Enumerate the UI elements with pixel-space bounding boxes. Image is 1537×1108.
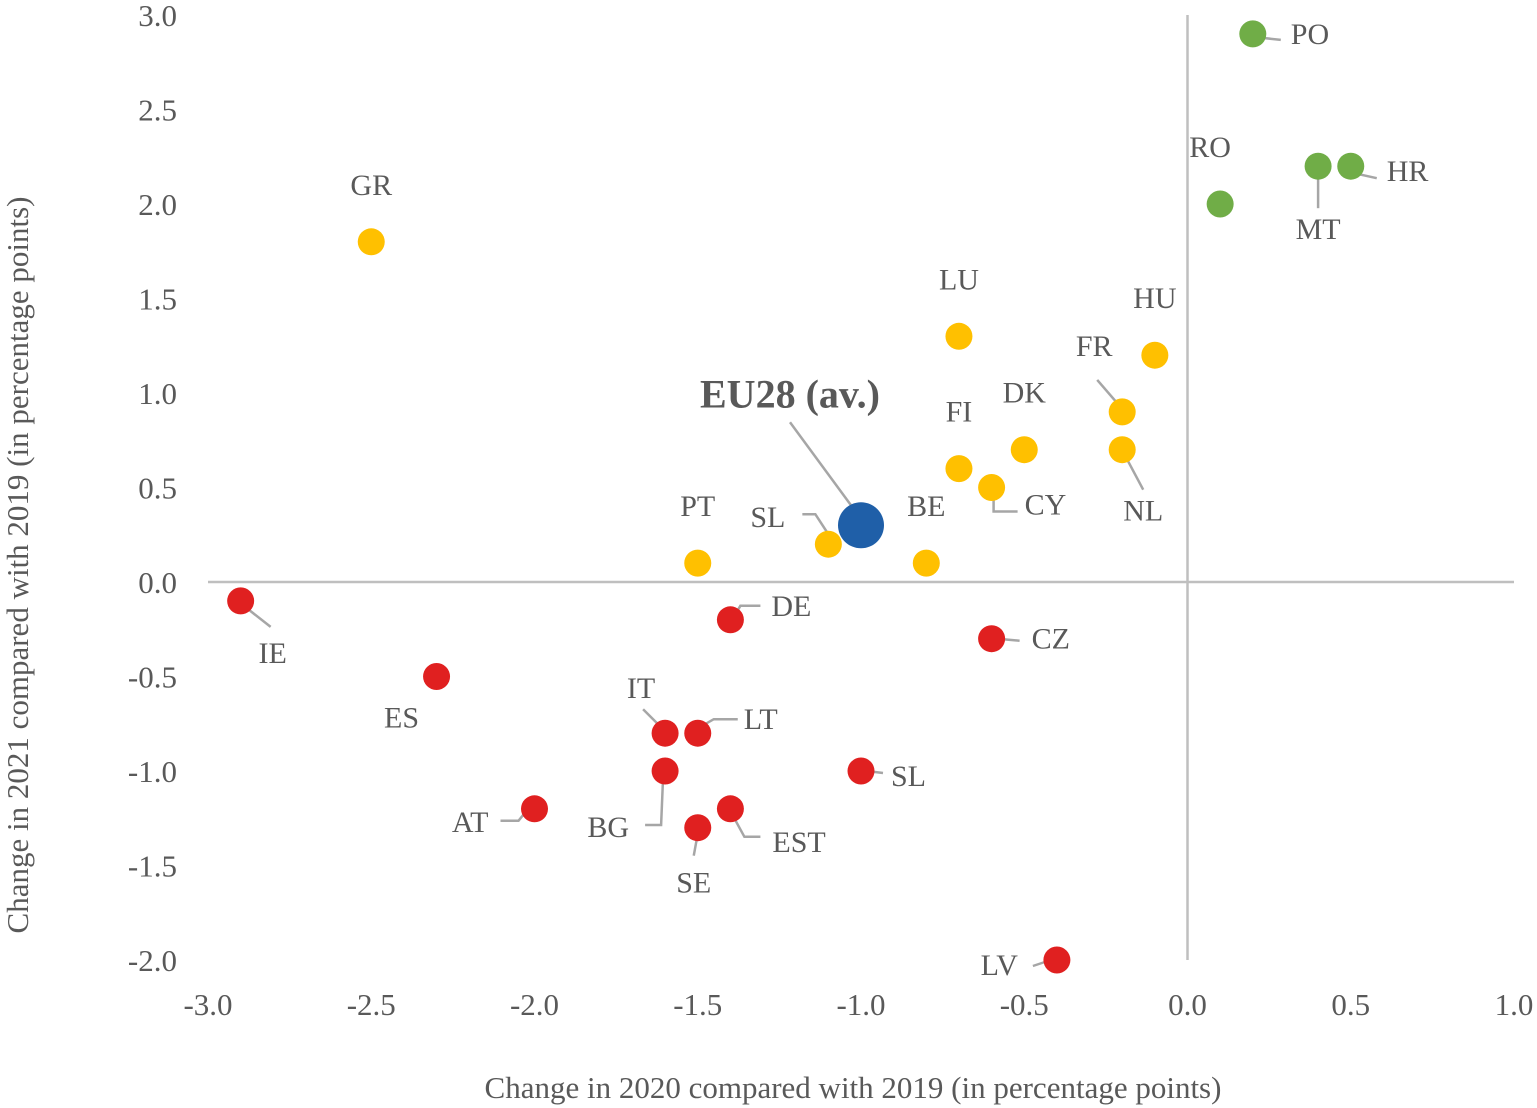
leader-line (1096, 379, 1118, 403)
point-label: RO (1189, 131, 1231, 164)
point-label: HU (1133, 282, 1177, 315)
point-cy (978, 474, 1006, 501)
point-label: SL (891, 760, 926, 793)
point-label: DK (1003, 377, 1047, 410)
point-label: DE (771, 590, 811, 623)
point-label: LU (939, 263, 979, 296)
x-tick-label: -2.0 (510, 987, 559, 1022)
point-nl (1108, 436, 1136, 464)
point-gr (357, 228, 385, 256)
point-label: HR (1387, 155, 1429, 188)
point-it (651, 719, 679, 747)
y-tick-label: 1.5 (138, 282, 177, 317)
point-ro (1206, 190, 1234, 218)
y-tick-label: -2.0 (128, 943, 177, 978)
x-tick-label: 0.0 (1168, 987, 1207, 1022)
point-lt (684, 719, 712, 747)
y-axis-title: Change in 2021 compared with 2019 (in pe… (0, 197, 35, 934)
point-fi (945, 455, 973, 483)
y-tick-label: 2.0 (138, 187, 177, 222)
point-label: SL (750, 501, 785, 534)
point-label: IT (627, 672, 655, 705)
point-label: CY (1025, 489, 1067, 522)
y-tick-label: -1.0 (128, 754, 177, 789)
point-eu28-av- (838, 502, 884, 549)
point-pt (684, 549, 712, 577)
x-tick-label: -1.5 (673, 987, 722, 1022)
leader-line (731, 814, 761, 839)
point-at (521, 795, 548, 823)
point-label: PT (680, 490, 715, 523)
y-tick-label: -1.5 (128, 849, 177, 884)
point-label: EST (772, 826, 825, 859)
point-label: SE (676, 867, 711, 900)
point-label: LT (744, 703, 778, 736)
x-tick-label: -1.0 (836, 987, 885, 1022)
point-sl (847, 757, 875, 785)
x-tick-label: 1.0 (1495, 987, 1534, 1022)
leader-line (1358, 172, 1378, 180)
point-label: LV (981, 949, 1019, 982)
y-tick-labels: 3.0 2.5 2.0 1.5 1.0 0.5 0.0 -0.5 -1.0 -1.5 -2.0 (128, 0, 177, 978)
point-fr (1108, 398, 1136, 426)
point-label: GR (350, 169, 392, 202)
x-tick-label: -0.5 (1000, 987, 1049, 1022)
point-sl (814, 530, 842, 558)
point-label: PO (1291, 18, 1329, 51)
point-label: ES (384, 702, 419, 735)
y-tick-label: -0.5 (128, 660, 177, 695)
x-tick-labels: -3.0 -2.5 -2.0 -1.5 -1.0 -0.5 0.0 0.5 1.0 (183, 987, 1533, 1022)
point-dk (1010, 436, 1038, 464)
leader-line (1262, 36, 1281, 42)
point-es (423, 663, 451, 690)
leader-line (802, 512, 830, 535)
point-label: BG (587, 811, 629, 844)
point-labels: PO RO MT HR GR LU HU FR NL DK FI CY BE SL PT EU28 (av.)… (258, 18, 1428, 982)
y-tick-label: 0.0 (138, 565, 177, 600)
point-label: AT (452, 806, 489, 839)
leader-line (1125, 457, 1145, 491)
point-lu (945, 322, 973, 350)
point-se (684, 814, 712, 842)
point-label: CZ (1032, 623, 1070, 656)
point-de (716, 606, 744, 634)
y-tick-label: 2.5 (138, 93, 177, 128)
point-mt (1304, 152, 1332, 180)
point-label: FI (946, 396, 973, 429)
point-cz (978, 625, 1006, 653)
data-points (227, 20, 1365, 974)
x-tick-label: 0.5 (1331, 987, 1370, 1022)
point-label: MT (1296, 213, 1341, 246)
x-tick-label: -2.5 (347, 987, 396, 1022)
point-label: FR (1076, 330, 1113, 363)
axes (208, 15, 1514, 960)
y-tick-label: 0.5 (138, 471, 177, 506)
point-hu (1141, 341, 1169, 369)
y-tick-label: 1.0 (138, 376, 177, 411)
point-lv (1043, 946, 1071, 974)
x-tick-label: -3.0 (183, 987, 232, 1022)
leader-line (788, 421, 853, 507)
point-hr (1337, 152, 1365, 180)
point-label: BE (907, 490, 945, 523)
y-tick-label: 3.0 (138, 0, 177, 33)
point-po (1239, 20, 1267, 48)
point-label: EU28 (av.) (700, 371, 880, 416)
point-be (912, 549, 940, 577)
point-label: NL (1123, 495, 1163, 528)
leader-line (645, 776, 665, 827)
x-axis-title: Change in 2020 compared with 2019 (in pe… (485, 1070, 1222, 1105)
point-est (716, 795, 744, 823)
point-label: IE (258, 637, 286, 670)
point-ie (227, 587, 255, 615)
point-bg (651, 757, 679, 785)
